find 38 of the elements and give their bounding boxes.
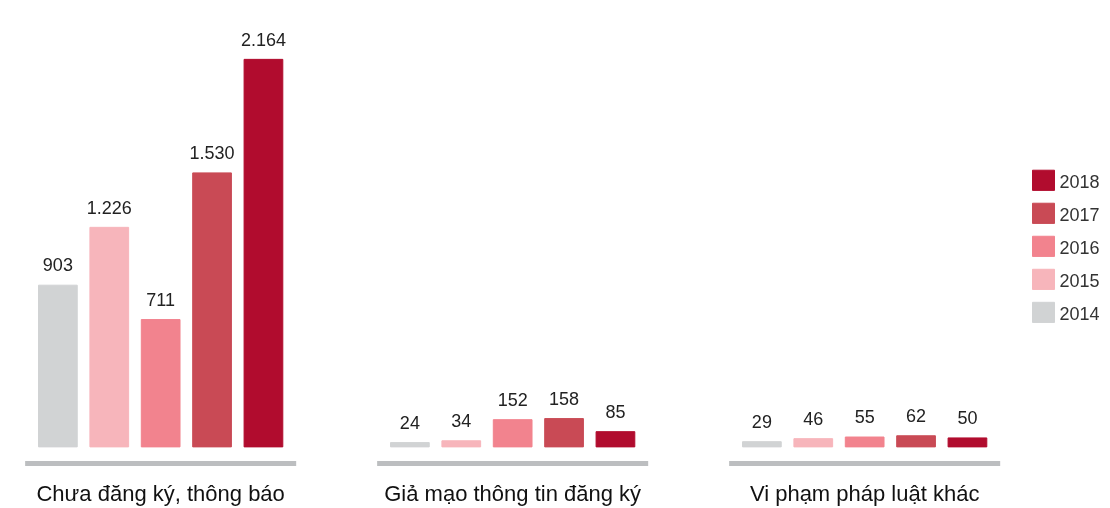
x-tick-label: Vi phạm pháp luật khác [749, 480, 980, 506]
bar [140, 319, 181, 448]
data-label: 1.226 [86, 197, 132, 218]
x-tick-label: Giả mạo thông tin đăng ký [384, 480, 642, 506]
bar [492, 419, 533, 448]
bar [441, 440, 482, 448]
data-label: 50 [957, 408, 978, 429]
data-label: 46 [803, 408, 824, 429]
data-label: 1.530 [189, 143, 235, 164]
data-label: 55 [854, 407, 875, 428]
data-label: 2.164 [240, 29, 286, 50]
bar [896, 435, 936, 448]
bar [390, 442, 430, 448]
data-label: 29 [751, 411, 772, 432]
bar [595, 431, 636, 448]
bar [89, 226, 130, 448]
legend-label: 2016 [1059, 237, 1100, 258]
bar [742, 441, 782, 448]
legend-label: 2015 [1059, 270, 1100, 291]
data-label: 24 [399, 412, 420, 433]
x-tick-label: Chưa đăng ký, thông báo [36, 480, 285, 506]
data-label: 711 [146, 289, 176, 310]
bar [38, 284, 78, 448]
bar [793, 438, 834, 448]
data-label: 62 [906, 406, 927, 427]
data-label: 903 [42, 255, 73, 276]
legend-label: 2018 [1059, 171, 1100, 192]
bar [544, 418, 584, 448]
legend-label: 2014 [1059, 303, 1100, 324]
data-label: 85 [605, 401, 626, 422]
bar [844, 436, 885, 448]
bar [192, 172, 232, 448]
data-label: 152 [497, 389, 528, 410]
data-label: 158 [549, 388, 580, 409]
data-label: 34 [451, 411, 472, 432]
bar [947, 437, 988, 448]
bar [243, 58, 284, 448]
legend-label: 2017 [1059, 204, 1100, 225]
